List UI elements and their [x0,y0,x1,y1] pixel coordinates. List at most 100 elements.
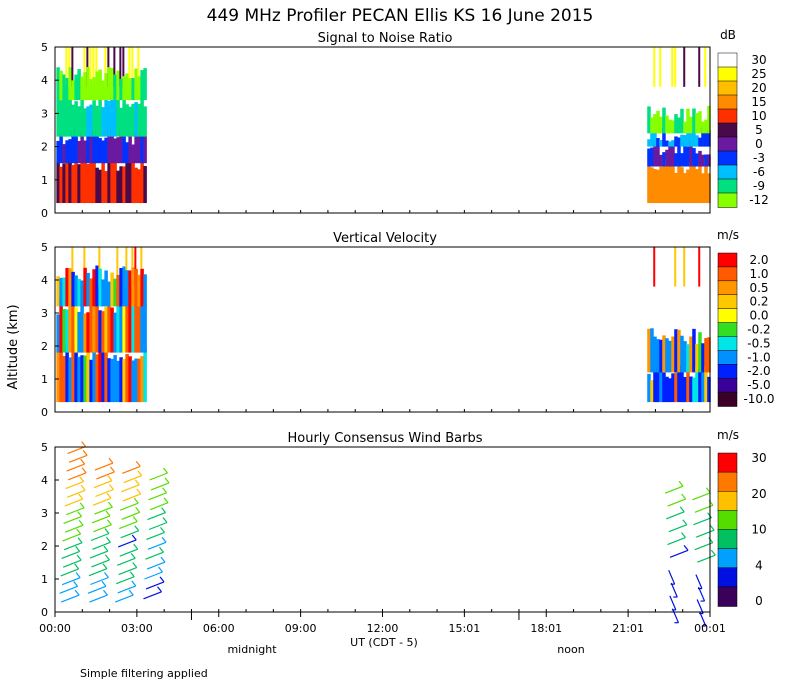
colorbar-label: 25 [751,67,766,81]
data-cell [71,271,75,307]
data-cell [698,111,702,134]
data-cell [671,146,675,167]
data-stripe [95,47,98,87]
data-stripe [131,47,134,87]
data-cell [98,344,102,403]
data-cell [701,154,705,167]
data-cell [86,66,90,101]
data-cell [143,106,147,137]
wind-barb-feather [158,566,163,573]
data-cell [656,110,660,134]
colorbar-swatch [717,350,738,366]
footer-note: Simple filtering applied [80,667,208,680]
panel-1: Signal to Noise Ratio012345dB30252015105… [41,28,769,220]
data-cell [677,142,681,167]
data-cell [86,135,90,164]
data-cell [77,69,81,101]
colorbar-label: -1.0 [747,350,770,364]
data-cell [707,173,711,204]
wind-barb-feather [157,586,162,593]
wind-barb [60,594,80,603]
data-cell [116,274,120,307]
wind-barb-feather [78,493,84,500]
wind-barb-feather [105,536,111,543]
wind-barb [89,550,109,559]
data-cell [677,117,681,134]
wind-barb [119,520,138,530]
data-cell [68,93,72,137]
data-cell [653,169,657,204]
data-cell [83,140,87,164]
data-cell [107,129,111,164]
data-cell [71,302,75,353]
data-cell [119,357,123,403]
wind-barb-feather [678,480,684,487]
data-cell [116,97,120,137]
data-stripe [140,247,143,287]
midnight-label: midnight [227,643,277,656]
wind-barb-feather [135,506,141,513]
colorbar-swatch [717,308,738,324]
colorbar-label: -12 [749,193,769,207]
colorbar-swatch [717,377,738,393]
data-cell [134,167,138,204]
data-stripe [122,47,125,87]
data-cell [692,128,696,147]
data-cell [131,78,135,101]
data-cell [86,163,90,204]
wind-barb-feather [131,534,137,541]
data-cell [83,108,87,137]
wind-barb [93,524,112,533]
wind-barb [146,561,166,570]
x-axis-label: UT (CDT - 5) [350,636,418,649]
wind-barb-feather [77,511,83,517]
wind-barb [121,511,140,520]
data-cell [74,129,78,164]
data-cell [104,99,108,137]
colorbar-swatch [717,510,738,531]
data-cell [113,138,117,164]
data-stripe [119,47,122,87]
wind-barb-feather [135,461,141,467]
data-cell [62,144,66,164]
wind-barb [148,492,167,501]
data-cell [647,328,651,373]
data-stripe [86,47,89,87]
data-cell [698,369,702,403]
data-cell [56,349,60,403]
data-cell [128,356,132,403]
data-cell [671,140,675,147]
wind-barb-feather [159,576,165,583]
wind-barb [90,576,109,586]
data-cell [680,153,684,167]
data-cell [65,309,69,353]
data-cell [77,106,81,137]
wind-barb-feather [79,502,85,509]
colorbar-swatch [717,391,738,407]
wind-barb-feather [134,479,140,486]
data-cell [140,356,144,403]
colorbar-swatch [717,364,738,379]
colorbar-swatch [717,336,738,352]
colorbar-unit: dB [720,28,736,42]
wind-barb [61,550,80,559]
data-stripe [92,47,95,87]
data-cell [137,274,141,307]
wind-barb [62,533,81,542]
data-cell [128,78,132,101]
data-cell [86,352,90,403]
data-cell [59,100,63,137]
data-cell [689,138,693,167]
data-cell [698,332,702,373]
data-cell [83,355,87,403]
data-cell [665,338,669,373]
wind-barb [667,536,686,546]
data-cell [695,343,699,373]
data-cell [68,303,72,353]
wind-barb [91,515,111,524]
wind-barb [148,521,168,531]
data-cell [128,270,132,307]
data-cell [113,74,117,101]
data-cell [113,95,117,137]
wind-barb-feather [82,449,88,456]
